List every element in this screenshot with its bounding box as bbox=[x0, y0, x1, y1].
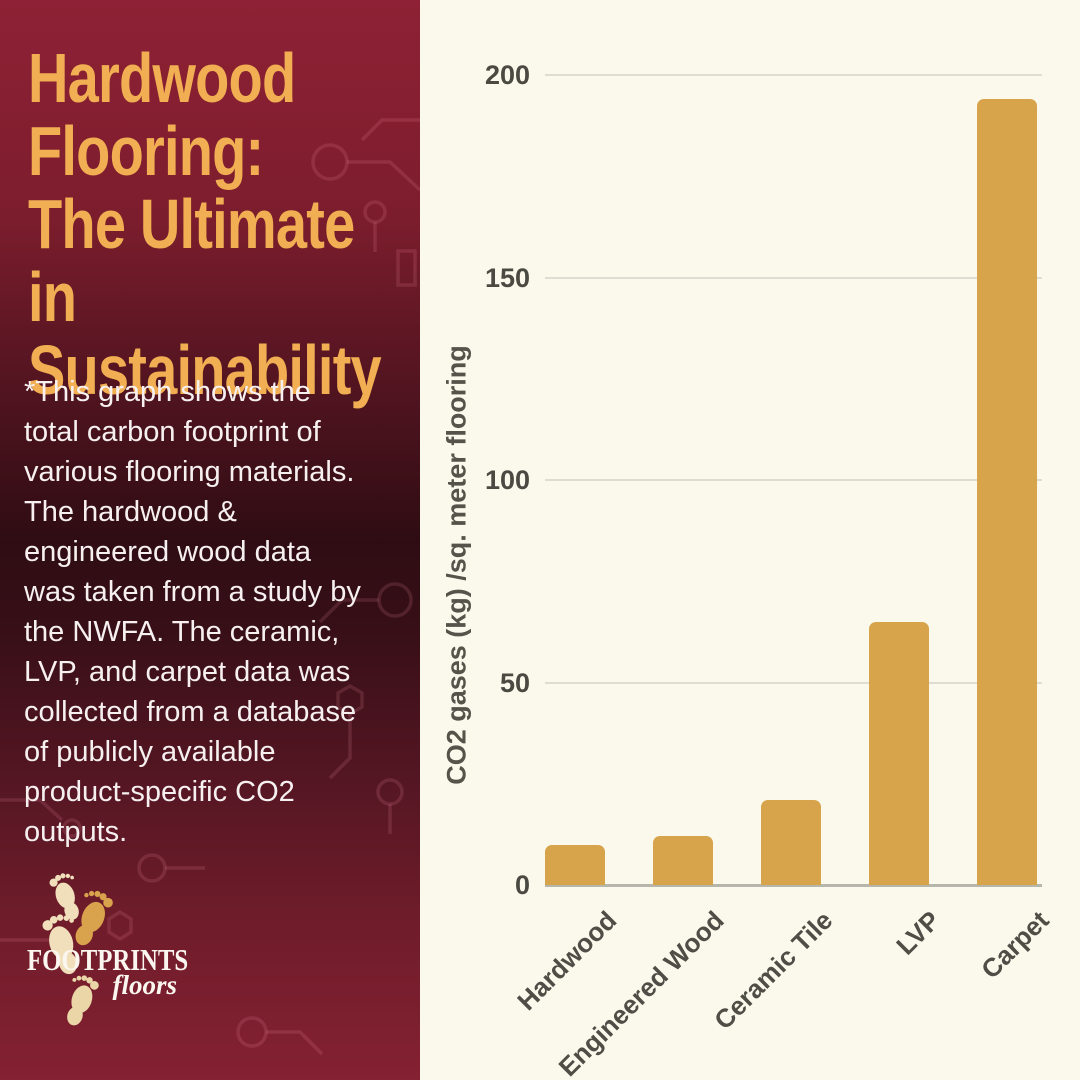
y-tick-label-150: 150 bbox=[484, 262, 530, 293]
gridline-200 bbox=[545, 74, 1042, 76]
bar-carpet bbox=[977, 99, 1037, 885]
y-tick-label-50: 50 bbox=[499, 667, 530, 698]
description-text: *This graph shows the total carbon footp… bbox=[24, 376, 361, 848]
page-title: Hardwood Flooring: The Ultimate in Susta… bbox=[28, 39, 382, 409]
gridline-50 bbox=[545, 681, 1042, 684]
x-label-hardwood: Hardwood bbox=[511, 905, 623, 1017]
x-label-carpet: Carpet bbox=[974, 905, 1055, 985]
x-label-lvp: LVP bbox=[890, 905, 947, 961]
bar-hardwood bbox=[545, 844, 605, 885]
bar-lvp bbox=[869, 621, 929, 885]
bar-engineered-wood bbox=[653, 836, 713, 885]
chart-panel: CO2 gases (kg) /sq. meter flooring 0 50 10… bbox=[420, 0, 1080, 1080]
bar-ceramic-tile bbox=[761, 799, 821, 885]
y-axis-title: CO2 gases (kg) /sq. meter flooring bbox=[441, 345, 472, 785]
gridline-150 bbox=[545, 276, 1042, 279]
circuit-pattern-icon bbox=[0, 118, 420, 1056]
x-axis-line bbox=[545, 884, 1042, 887]
y-tick-label-0: 0 bbox=[514, 870, 530, 900]
y-tick-label-200: 200 bbox=[484, 60, 530, 90]
y-tick-label-100: 100 bbox=[484, 465, 530, 495]
gridline-100 bbox=[545, 479, 1042, 481]
sidebar: Hardwood Flooring: The Ultimate in Susta… bbox=[0, 0, 420, 1080]
